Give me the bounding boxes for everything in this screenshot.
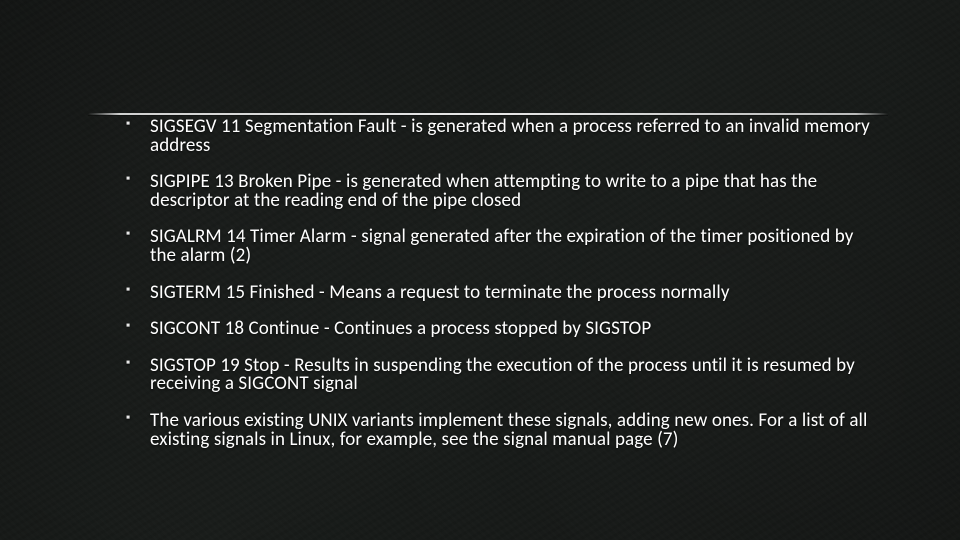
list-item: SIGSEGV 11 Segmentation Fault - is gener… xyxy=(120,118,880,155)
list-item: SIGCONT 18 Continue - Continues a proces… xyxy=(120,320,880,339)
list-item-text: SIGSTOP 19 Stop - Results in suspending … xyxy=(150,354,855,396)
list-item: SIGTERM 15 Finished - Means a request to… xyxy=(120,284,880,303)
list-item: The various existing UNIX variants imple… xyxy=(120,412,880,449)
slide: SIGSEGV 11 Segmentation Fault - is gener… xyxy=(0,0,960,540)
list-item-text: SIGCONT 18 Continue - Continues a proces… xyxy=(150,317,651,340)
list-item: SIGPIPE 13 Broken Pipe - is generated wh… xyxy=(120,173,880,210)
signal-list: SIGSEGV 11 Segmentation Fault - is gener… xyxy=(120,118,880,449)
list-item-text: SIGPIPE 13 Broken Pipe - is generated wh… xyxy=(150,170,817,212)
list-item-text: SIGSEGV 11 Segmentation Fault - is gener… xyxy=(150,115,870,157)
list-item-text: The various existing UNIX variants imple… xyxy=(150,409,867,451)
list-item: SIGSTOP 19 Stop - Results in suspending … xyxy=(120,357,880,394)
list-item-text: SIGTERM 15 Finished - Means a request to… xyxy=(150,281,730,304)
list-item: SIGALRM 14 Timer Alarm - signal generate… xyxy=(120,228,880,265)
list-item-text: SIGALRM 14 Timer Alarm - signal generate… xyxy=(150,225,853,267)
